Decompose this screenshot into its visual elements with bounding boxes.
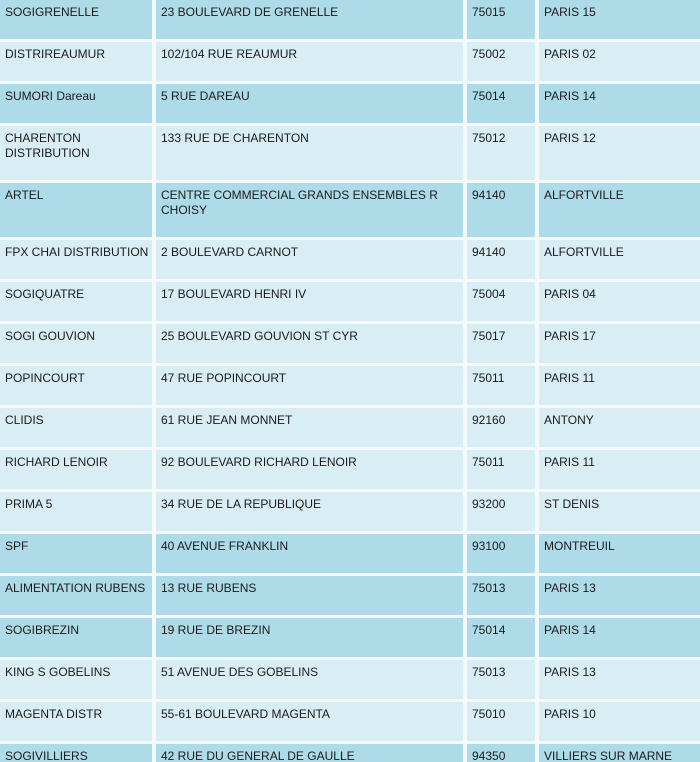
cell-city: PARIS 11 <box>539 366 700 408</box>
cell-city: MONTREUIL <box>539 534 700 576</box>
table-row[interactable]: DISTRIREAUMUR 102/104 RUE REAUMUR 75002 … <box>0 42 700 84</box>
cell-address: 42 RUE DU GENERAL DE GAULLE <box>156 744 467 762</box>
cell-city: PARIS 14 <box>539 618 700 660</box>
cell-name: SOGIVILLIERS <box>0 744 156 762</box>
cell-postal-code: 75017 <box>467 324 539 366</box>
table-row[interactable]: FPX CHAI DISTRIBUTION 2 BOULEVARD CARNOT… <box>0 240 700 282</box>
cell-address: 23 BOULEVARD DE GRENELLE <box>156 0 467 42</box>
cell-postal-code: 92160 <box>467 408 539 450</box>
cell-postal-code: 75010 <box>467 702 539 744</box>
cell-postal-code: 93100 <box>467 534 539 576</box>
table-row[interactable]: SPF 40 AVENUE FRANKLIN 93100 MONTREUIL <box>0 534 700 576</box>
cell-name: POPINCOURT <box>0 366 156 408</box>
cell-city: PARIS 15 <box>539 0 700 42</box>
cell-name: CHARENTON DISTRIBUTION <box>0 126 156 183</box>
cell-postal-code: 75002 <box>467 42 539 84</box>
table-row[interactable]: SUMORI Dareau 5 RUE DAREAU 75014 PARIS 1… <box>0 84 700 126</box>
table-row[interactable]: SOGI GOUVION 25 BOULEVARD GOUVION ST CYR… <box>0 324 700 366</box>
table-row[interactable]: MAGENTA DISTR 55-61 BOULEVARD MAGENTA 75… <box>0 702 700 744</box>
cell-name: FPX CHAI DISTRIBUTION <box>0 240 156 282</box>
cell-postal-code: 75011 <box>467 450 539 492</box>
cell-name: SPF <box>0 534 156 576</box>
cell-postal-code: 94350 <box>467 744 539 762</box>
cell-postal-code: 75013 <box>467 576 539 618</box>
cell-name: PRIMA 5 <box>0 492 156 534</box>
cell-name: DISTRIREAUMUR <box>0 42 156 84</box>
cell-name: SOGIQUATRE <box>0 282 156 324</box>
cell-postal-code: 75014 <box>467 84 539 126</box>
cell-name: ARTEL <box>0 183 156 240</box>
cell-name: SOGI GOUVION <box>0 324 156 366</box>
cell-name: KING S GOBELINS <box>0 660 156 702</box>
cell-name: MAGENTA DISTR <box>0 702 156 744</box>
cell-city: VILLIERS SUR MARNE <box>539 744 700 762</box>
cell-address: 19 RUE DE BREZIN <box>156 618 467 660</box>
cell-city: PARIS 02 <box>539 42 700 84</box>
cell-postal-code: 75004 <box>467 282 539 324</box>
cell-address: 51 AVENUE DES GOBELINS <box>156 660 467 702</box>
cell-postal-code: 75015 <box>467 0 539 42</box>
cell-name: ALIMENTATION RUBENS <box>0 576 156 618</box>
cell-address: CENTRE COMMERCIAL GRANDS ENSEMBLES R CHO… <box>156 183 467 240</box>
cell-city: PARIS 11 <box>539 450 700 492</box>
cell-city: ALFORTVILLE <box>539 240 700 282</box>
cell-city: PARIS 14 <box>539 84 700 126</box>
cell-city: PARIS 04 <box>539 282 700 324</box>
cell-address: 61 RUE JEAN MONNET <box>156 408 467 450</box>
cell-city: PARIS 13 <box>539 660 700 702</box>
table-row[interactable]: SOGIBREZIN 19 RUE DE BREZIN 75014 PARIS … <box>0 618 700 660</box>
table-row[interactable]: CLIDIS 61 RUE JEAN MONNET 92160 ANTONY <box>0 408 700 450</box>
cell-postal-code: 75012 <box>467 126 539 183</box>
cell-name: CLIDIS <box>0 408 156 450</box>
table-row[interactable]: ARTEL CENTRE COMMERCIAL GRANDS ENSEMBLES… <box>0 183 700 240</box>
table-row[interactable]: ALIMENTATION RUBENS 13 RUE RUBENS 75013 … <box>0 576 700 618</box>
cell-city: ST DENIS <box>539 492 700 534</box>
cell-postal-code: 75014 <box>467 618 539 660</box>
cell-city: PARIS 12 <box>539 126 700 183</box>
cell-address: 25 BOULEVARD GOUVION ST CYR <box>156 324 467 366</box>
cell-city: ANTONY <box>539 408 700 450</box>
cell-address: 92 BOULEVARD RICHARD LENOIR <box>156 450 467 492</box>
table-row[interactable]: SOGIGRENELLE 23 BOULEVARD DE GRENELLE 75… <box>0 0 700 42</box>
cell-address: 34 RUE DE LA REPUBLIQUE <box>156 492 467 534</box>
cell-postal-code: 75011 <box>467 366 539 408</box>
cell-address: 40 AVENUE FRANKLIN <box>156 534 467 576</box>
cell-city: PARIS 13 <box>539 576 700 618</box>
cell-address: 133 RUE DE CHARENTON <box>156 126 467 183</box>
cell-postal-code: 75013 <box>467 660 539 702</box>
table-row[interactable]: KING S GOBELINS 51 AVENUE DES GOBELINS 7… <box>0 660 700 702</box>
cell-postal-code: 93200 <box>467 492 539 534</box>
cell-address: 55-61 BOULEVARD MAGENTA <box>156 702 467 744</box>
cell-city: PARIS 17 <box>539 324 700 366</box>
cell-name: RICHARD LENOIR <box>0 450 156 492</box>
cell-address: 47 RUE POPINCOURT <box>156 366 467 408</box>
table-row[interactable]: POPINCOURT 47 RUE POPINCOURT 75011 PARIS… <box>0 366 700 408</box>
cell-address: 102/104 RUE REAUMUR <box>156 42 467 84</box>
table-row[interactable]: CHARENTON DISTRIBUTION 133 RUE DE CHAREN… <box>0 126 700 183</box>
cell-name: SUMORI Dareau <box>0 84 156 126</box>
cell-address: 2 BOULEVARD CARNOT <box>156 240 467 282</box>
table-row[interactable]: PRIMA 5 34 RUE DE LA REPUBLIQUE 93200 ST… <box>0 492 700 534</box>
cell-name: SOGIGRENELLE <box>0 0 156 42</box>
cell-address: 5 RUE DAREAU <box>156 84 467 126</box>
cell-city: PARIS 10 <box>539 702 700 744</box>
cell-address: 13 RUE RUBENS <box>156 576 467 618</box>
cell-address: 17 BOULEVARD HENRI IV <box>156 282 467 324</box>
cell-city: ALFORTVILLE <box>539 183 700 240</box>
cell-postal-code: 94140 <box>467 240 539 282</box>
table-row[interactable]: SOGIQUATRE 17 BOULEVARD HENRI IV 75004 P… <box>0 282 700 324</box>
cell-postal-code: 94140 <box>467 183 539 240</box>
table-row[interactable]: RICHARD LENOIR 92 BOULEVARD RICHARD LENO… <box>0 450 700 492</box>
table-row[interactable]: SOGIVILLIERS 42 RUE DU GENERAL DE GAULLE… <box>0 744 700 762</box>
cell-name: SOGIBREZIN <box>0 618 156 660</box>
